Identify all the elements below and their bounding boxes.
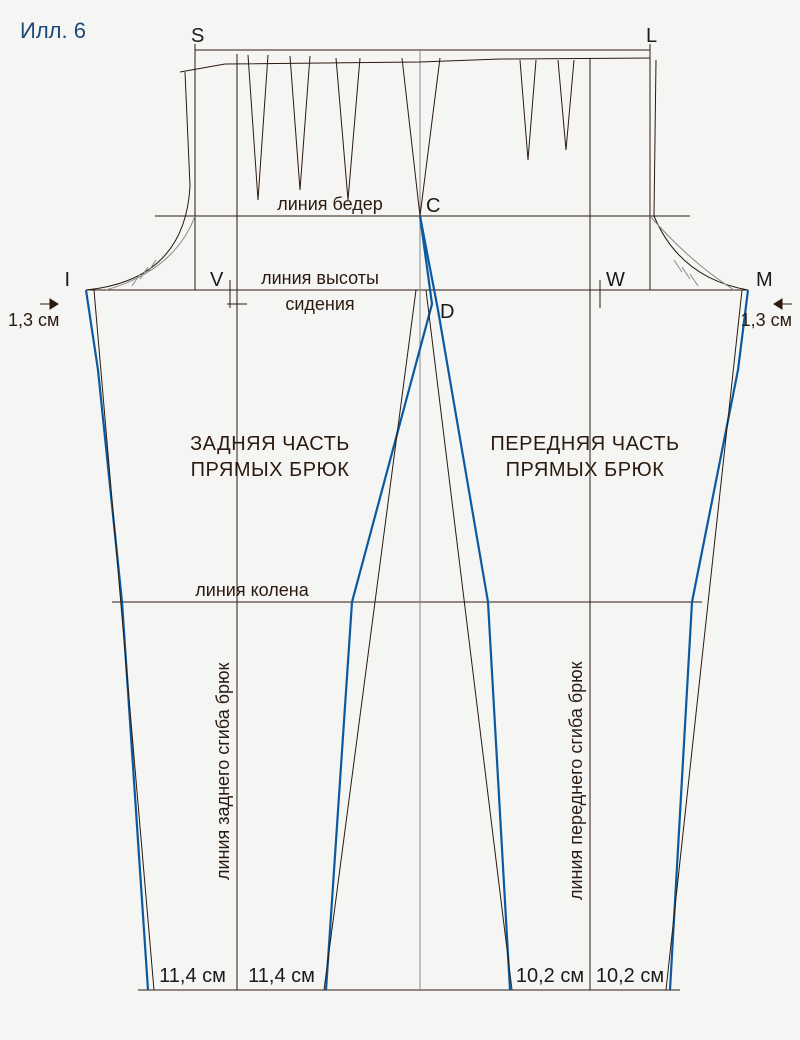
svg-text:10,2 см: 10,2 см bbox=[596, 965, 664, 987]
svg-text:S: S bbox=[191, 25, 204, 47]
svg-text:линия высоты: линия высоты bbox=[261, 268, 379, 288]
svg-text:C: C bbox=[426, 195, 440, 217]
svg-text:Илл. 6: Илл. 6 bbox=[20, 18, 86, 43]
svg-text:ПЕРЕДНЯЯ ЧАСТЬ: ПЕРЕДНЯЯ ЧАСТЬ bbox=[490, 433, 679, 455]
svg-text:ПРЯМЫХ БРЮК: ПРЯМЫХ БРЮК bbox=[506, 459, 665, 481]
svg-text:ПРЯМЫХ БРЮК: ПРЯМЫХ БРЮК bbox=[191, 459, 350, 481]
svg-text:1,3 см: 1,3 см bbox=[741, 310, 792, 330]
svg-text:11,4 см: 11,4 см bbox=[159, 965, 226, 987]
svg-text:V: V bbox=[210, 269, 224, 291]
svg-text:D: D bbox=[440, 301, 454, 323]
svg-text:ЗАДНЯЯ ЧАСТЬ: ЗАДНЯЯ ЧАСТЬ bbox=[190, 433, 350, 455]
svg-text:сидения: сидения bbox=[285, 294, 354, 314]
svg-text:W: W bbox=[606, 269, 625, 291]
svg-text:линия переднего сгиба брюк: линия переднего сгиба брюк bbox=[566, 661, 586, 900]
svg-text:M: M bbox=[756, 269, 773, 291]
svg-text:10,2 см: 10,2 см bbox=[516, 965, 584, 987]
svg-text:линия бедер: линия бедер bbox=[277, 194, 383, 214]
svg-text:L: L bbox=[646, 25, 657, 47]
svg-text:11,4 см: 11,4 см bbox=[248, 965, 315, 987]
pattern-diagram: Илл. 6 S L I M V W C Dлиния бедер линия высоты сид… bbox=[0, 0, 800, 1040]
svg-text:I: I bbox=[64, 269, 70, 291]
svg-text:1,3 см: 1,3 см bbox=[8, 310, 59, 330]
svg-text:линия заднего сгиба брюк: линия заднего сгиба брюк bbox=[213, 662, 233, 880]
svg-text:линия колена: линия колена bbox=[195, 580, 309, 600]
